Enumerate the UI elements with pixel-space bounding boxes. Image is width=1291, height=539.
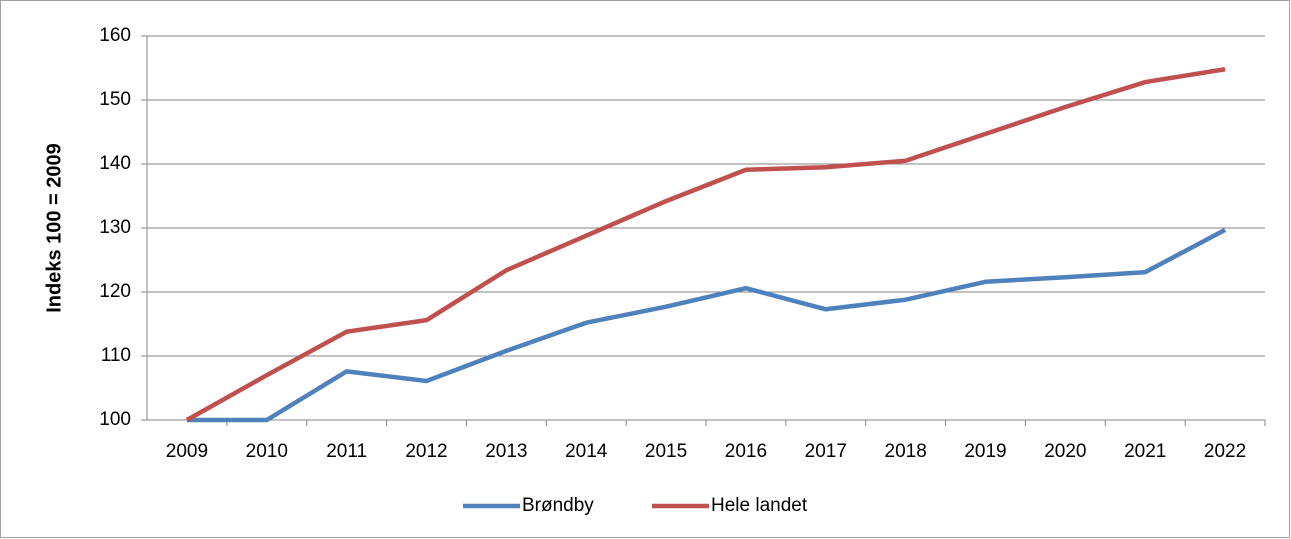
y-tick-label: 110 [101,345,131,366]
x-tick-label: 2013 [485,441,527,462]
x-tick-label: 2021 [1124,441,1166,462]
x-tick-label: 2012 [405,441,447,462]
x-tick-label: 2015 [645,441,687,462]
x-tick-label: 2017 [805,441,847,462]
x-tick-label: 2022 [1204,441,1246,462]
x-tick-label: 2016 [725,441,767,462]
y-tick-label: 100 [99,409,131,430]
y-tick-label: 120 [99,281,131,302]
series-line [186,227,1227,423]
y-tick-label: 140 [99,153,131,174]
x-tick-label: 2011 [326,441,367,462]
y-tick-label: 150 [99,89,131,110]
y-axis-label: Indeks 100 = 2009 [43,143,65,313]
x-tick-label: 2014 [565,441,608,462]
x-tick-label: 2009 [166,441,208,462]
x-tick-label: 2010 [246,441,288,462]
x-tick-label: 2018 [885,441,927,462]
x-tick-label: 2020 [1044,441,1086,462]
series-line [185,67,1226,422]
x-tick-label: 2019 [964,441,1006,462]
legend-label: Hele landet [711,495,808,516]
y-tick-label: 160 [99,25,131,46]
y-tick-label: 130 [99,217,131,238]
legend-label: Brøndby [522,495,594,516]
